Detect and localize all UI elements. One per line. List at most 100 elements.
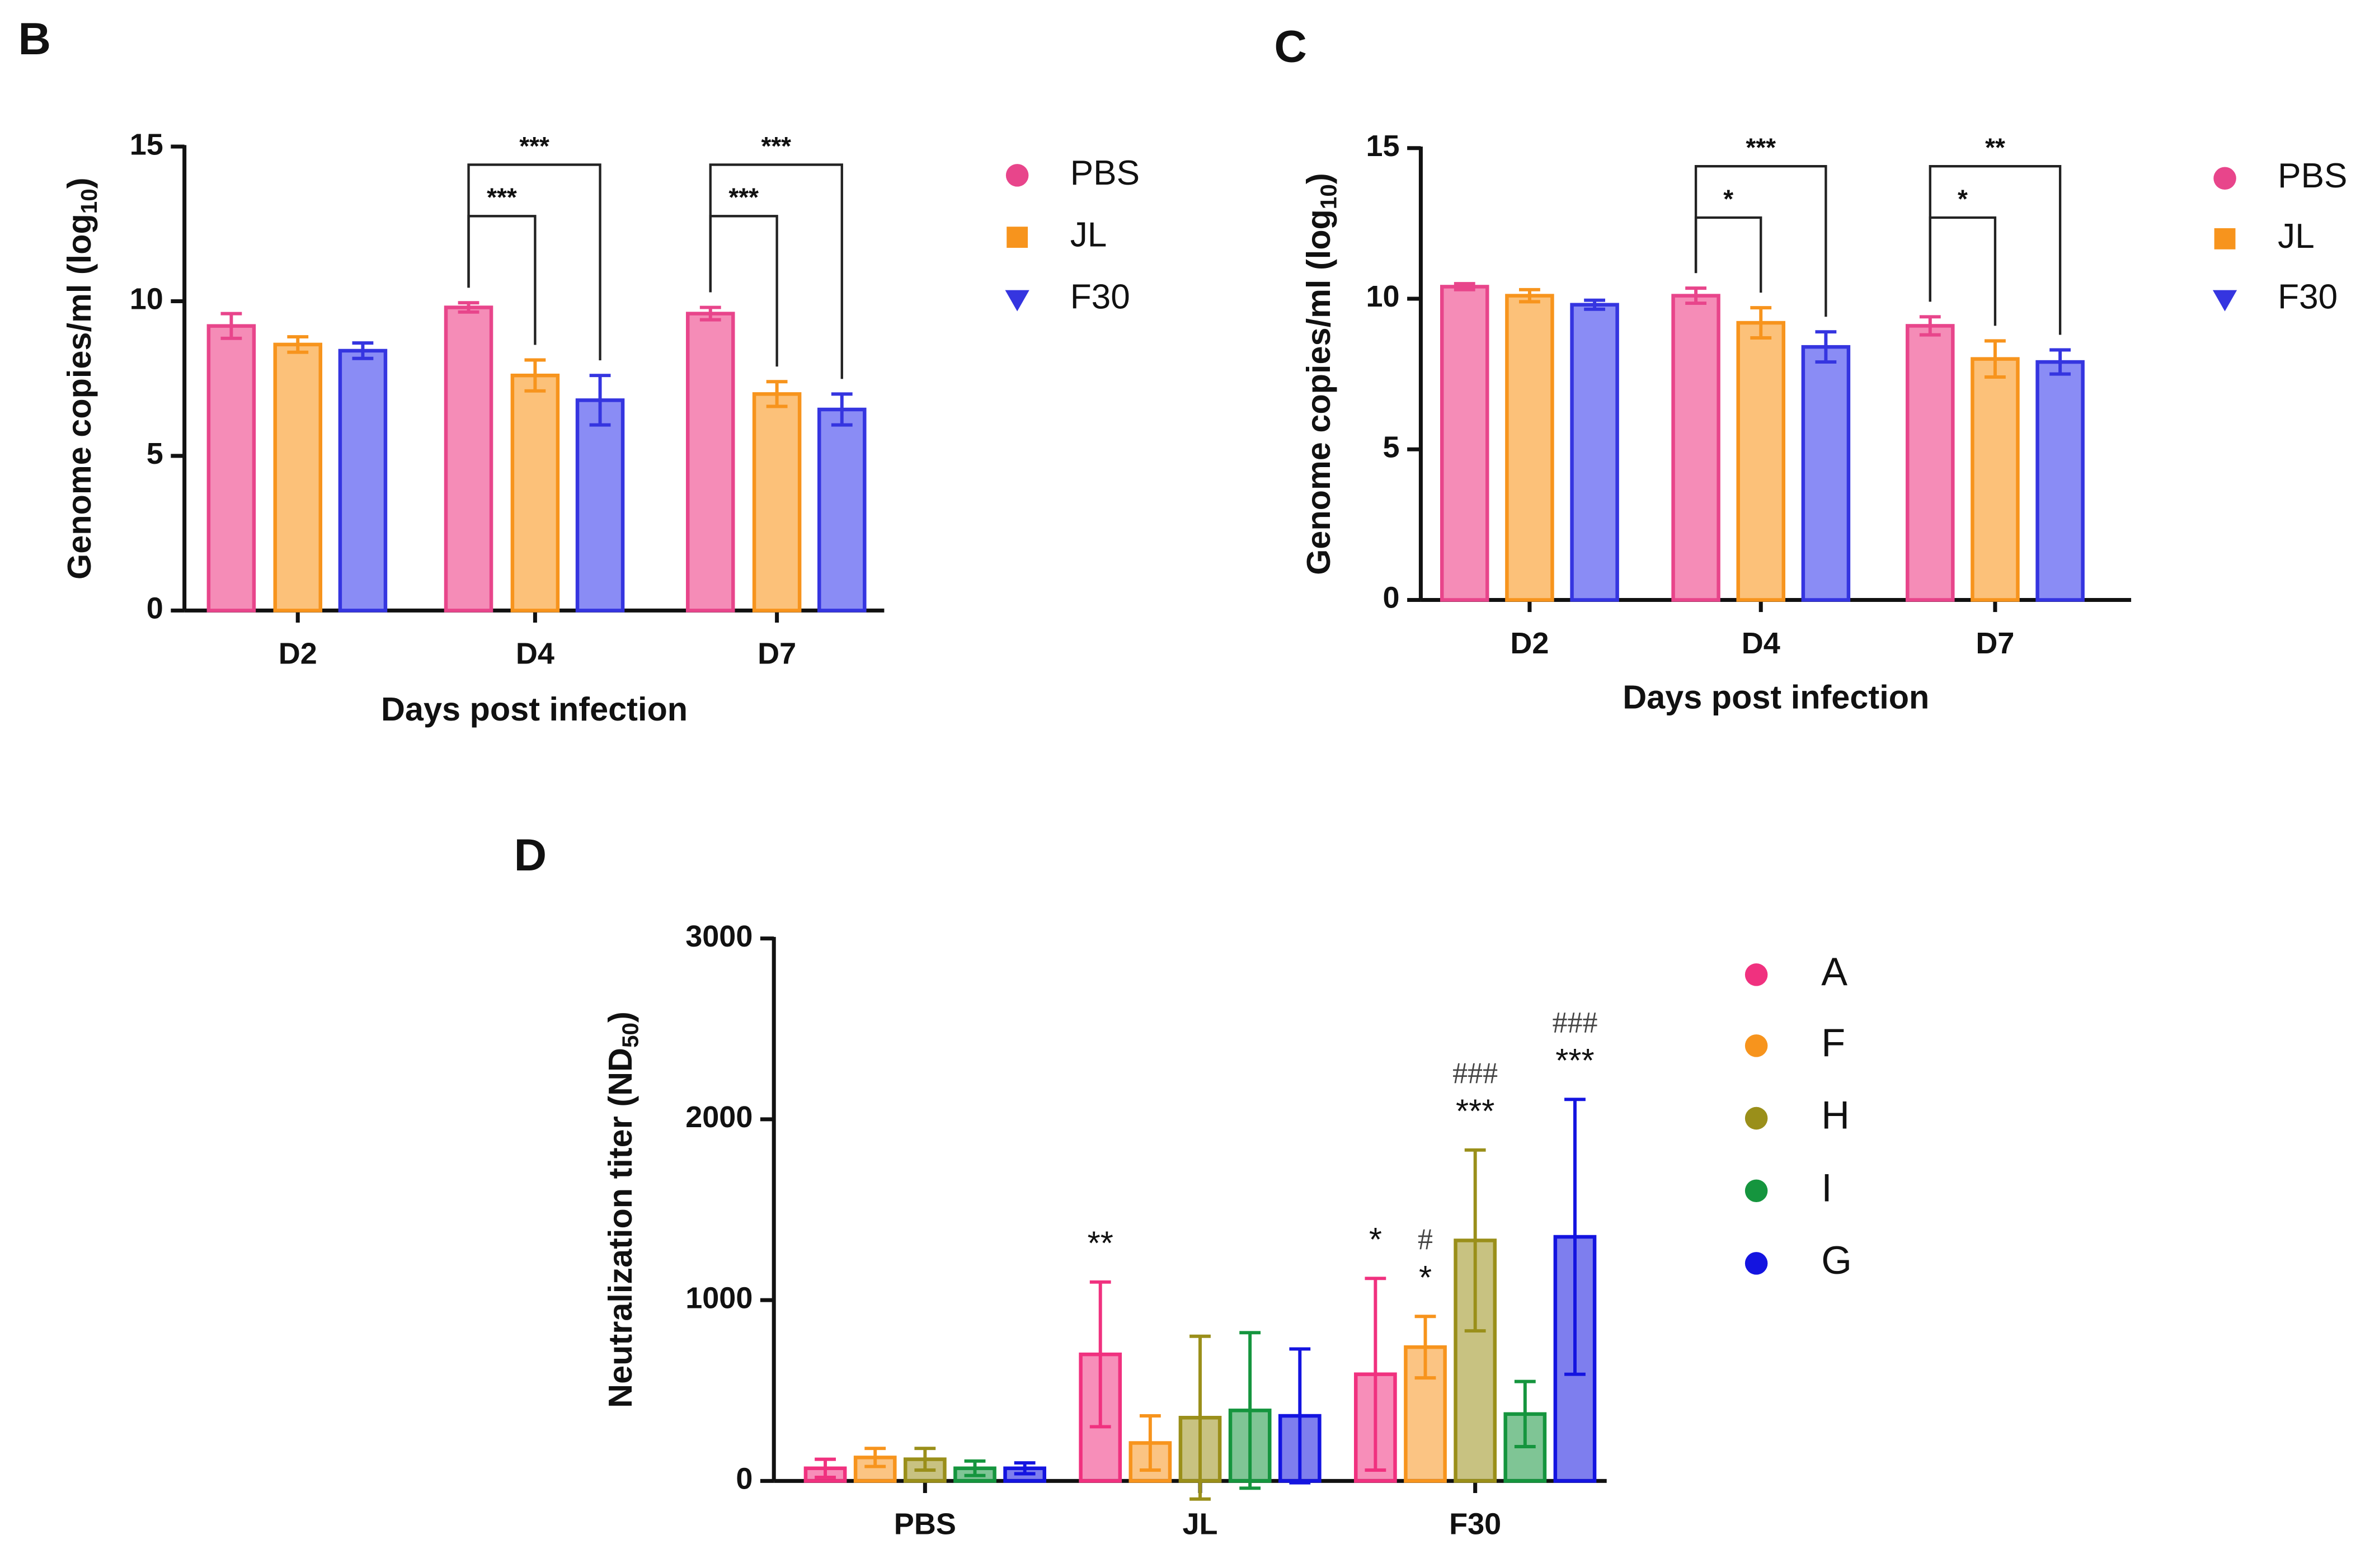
bar (338, 349, 388, 613)
legend-marker (1744, 1179, 1768, 1202)
x-tick-label: D7 (1976, 627, 2014, 660)
error-bar (914, 1447, 936, 1472)
y-axis-label-suffix: ) (60, 177, 98, 189)
y-axis-label-sub: 10 (76, 189, 102, 214)
bar (1505, 294, 1554, 602)
legend-marker (1744, 1252, 1768, 1275)
x-axis-label: Days post infection (381, 690, 688, 728)
significance-label: ** (1985, 133, 2005, 162)
significance-label: * (1419, 1259, 1432, 1296)
legend-marker (1744, 1034, 1768, 1057)
legend-label: G (1821, 1238, 1852, 1282)
error-bar (524, 358, 546, 393)
error-bar (1139, 1414, 1161, 1472)
legend-label: F30 (2278, 277, 2338, 316)
bar (273, 342, 323, 613)
error-bar (589, 374, 611, 427)
x-tick-label: D2 (1510, 627, 1549, 660)
error-bar (220, 312, 242, 340)
legend-marker (1744, 1106, 1768, 1130)
legend-label: JL (2278, 217, 2315, 256)
significance-label: *** (1555, 1042, 1594, 1079)
bar (575, 398, 625, 613)
y-tick-label: 15 (130, 128, 163, 161)
error-bar (964, 1459, 986, 1477)
bar (1971, 357, 2020, 602)
y-tick-label: 2000 (685, 1100, 753, 1134)
x-tick-label: F30 (1449, 1508, 1501, 1541)
legend-marker (1744, 963, 1768, 986)
error-bar (699, 305, 721, 322)
y-axis-label-text: Neutralization titer (ND (601, 1048, 639, 1408)
legend-marker (2214, 228, 2236, 249)
error-bar (1584, 298, 1605, 311)
y-axis-label-text: Genome copies/ml (log (60, 214, 98, 580)
bar (1454, 1239, 1497, 1483)
legend-label: F (1821, 1020, 1845, 1065)
significance-label: ### (1452, 1056, 1498, 1090)
y-tick-label: 3000 (685, 920, 753, 953)
error-bar (1519, 288, 1540, 304)
y-tick-label: 1000 (685, 1281, 753, 1315)
y-tick-label: 10 (130, 282, 163, 316)
significance-bracket (1694, 216, 1762, 293)
error-bar (2049, 348, 2071, 376)
legend-marker (2212, 290, 2237, 312)
bar (1570, 303, 1619, 602)
significance-label: *** (487, 183, 517, 212)
y-tick-label: 0 (147, 592, 163, 625)
x-tick-label: D7 (758, 637, 796, 671)
error-bar (1985, 339, 2006, 379)
bar (817, 407, 867, 613)
error-bar (1464, 1148, 1486, 1333)
significance-bracket (1929, 164, 2062, 335)
significance-label: ** (1088, 1225, 1113, 1262)
x-axis-label: Days post infection (1623, 678, 1929, 715)
y-axis-label-suffix: ) (1300, 173, 1337, 184)
y-axis-label-sub: 50 (617, 1023, 643, 1048)
y-tick-label: 5 (147, 437, 163, 470)
bar (444, 305, 493, 613)
legend-label: PBS (1070, 154, 1140, 192)
x-tick-label: D4 (1742, 627, 1780, 660)
x-tick-label: JL (1182, 1508, 1217, 1541)
panel-letter: B (18, 14, 51, 64)
error-bar (766, 380, 788, 408)
error-bar (1514, 1379, 1536, 1448)
y-axis-label: Genome copies/ml (log10) (60, 177, 102, 580)
legend-label: A (1821, 949, 1847, 993)
panel-letter: C (1274, 22, 1307, 72)
error-bar (831, 392, 853, 427)
y-tick-label: 5 (1383, 430, 1400, 464)
legend-label: H (1821, 1093, 1850, 1137)
y-axis-label: Neutralization titer (ND50) (601, 1011, 643, 1408)
significance-label: *** (1456, 1093, 1494, 1130)
legend-label: JL (1070, 216, 1107, 255)
significance-bracket (709, 163, 843, 379)
x-tick-label: PBS (894, 1508, 956, 1541)
legend-marker (1005, 290, 1029, 312)
x-tick-label: D4 (516, 637, 554, 671)
y-axis-label-sub: 10 (1315, 184, 1341, 209)
y-tick-label: 0 (736, 1462, 753, 1496)
error-bar (1414, 1315, 1436, 1380)
error-bar (1014, 1461, 1036, 1476)
significance-label: # (1418, 1222, 1433, 1256)
error-bar (1189, 1334, 1211, 1501)
error-bar (1815, 330, 1837, 364)
bar (1440, 285, 1489, 602)
significance-label: *** (761, 131, 791, 161)
significance-label: *** (728, 183, 759, 212)
bar (752, 392, 802, 613)
error-bar (1454, 282, 1475, 291)
y-tick-label: 15 (1366, 129, 1400, 163)
y-axis-label-suffix: ) (601, 1011, 639, 1023)
bar (1503, 1412, 1547, 1483)
error-bar (1685, 286, 1706, 305)
legend-label: F30 (1070, 277, 1130, 316)
y-axis-label: Genome copies/ml (log10) (1300, 173, 1341, 575)
panel-letter: D (514, 830, 547, 880)
error-bar (1089, 1280, 1111, 1429)
bar (1801, 345, 1851, 602)
